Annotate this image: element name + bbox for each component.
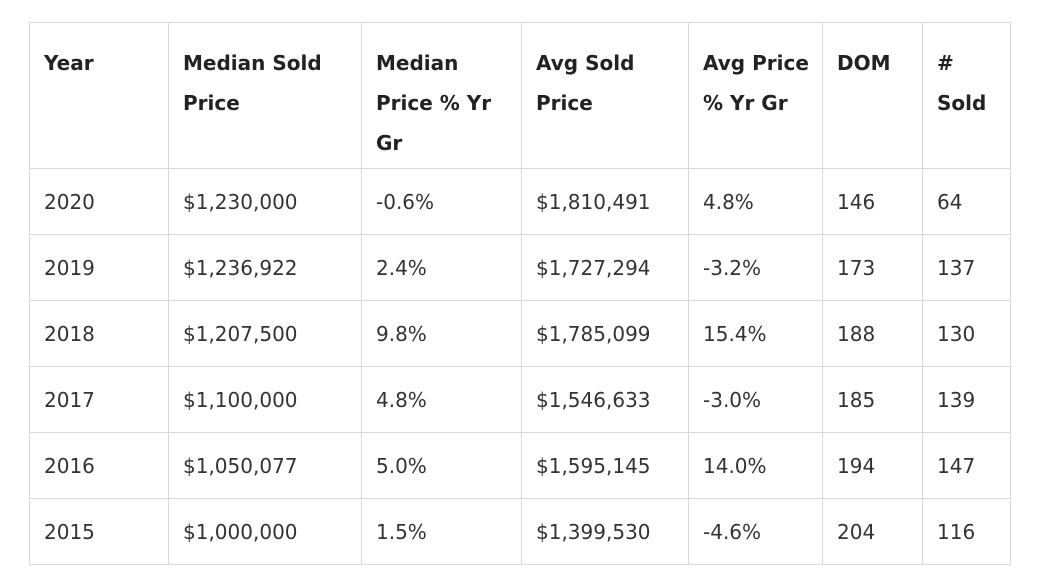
table-cell: 2018: [29, 300, 169, 367]
table-cell: 2016: [29, 432, 169, 499]
table-cell: -3.2%: [688, 234, 823, 301]
table-cell: -4.6%: [688, 498, 823, 565]
table-cell: 137: [922, 234, 1011, 301]
table-cell: -3.0%: [688, 366, 823, 433]
table-cell: $1,230,000: [168, 168, 362, 235]
table-cell: 15.4%: [688, 300, 823, 367]
sales-table: Year Median Sold Price Median Price % Yr G…: [29, 22, 1011, 565]
table-cell: $1,000,000: [168, 498, 362, 565]
header-row: Year Median Sold Price Median Price % Yr G…: [29, 22, 1011, 169]
table-cell: 204: [822, 498, 923, 565]
table-header: Year Median Sold Price Median Price % Yr G…: [29, 22, 1011, 169]
header-cell: Median Price % Yr Gr: [361, 22, 522, 169]
table-cell: 147: [922, 432, 1011, 499]
table-row: 2019 $1,236,922 2.4% $1,727,294 -3.2% 173 137: [29, 234, 1011, 301]
header-cell: Avg Sold Price: [521, 22, 689, 169]
table-cell: 116: [922, 498, 1011, 565]
table-cell: 194: [822, 432, 923, 499]
table-cell: 9.8%: [361, 300, 522, 367]
table-cell: $1,727,294: [521, 234, 689, 301]
table-cell: 188: [822, 300, 923, 367]
table-cell: 4.8%: [361, 366, 522, 433]
table-cell: $1,050,077: [168, 432, 362, 499]
header-cell: Avg Price % Yr Gr: [688, 22, 823, 169]
table-body: 2020 $1,230,000 -0.6% $1,810,491 4.8% 146 64 20…: [29, 168, 1011, 565]
table-cell: 185: [822, 366, 923, 433]
table-cell: 130: [922, 300, 1011, 367]
table-cell: 2017: [29, 366, 169, 433]
table-row: 2016 $1,050,077 5.0% $1,595,145 14.0% 194 147: [29, 432, 1011, 499]
table-cell: 2.4%: [361, 234, 522, 301]
table-cell: 64: [922, 168, 1011, 235]
table-cell: $1,207,500: [168, 300, 362, 367]
header-cell: Year: [29, 22, 169, 169]
header-cell: Median Sold Price: [168, 22, 362, 169]
table-row: 2020 $1,230,000 -0.6% $1,810,491 4.8% 146 64: [29, 168, 1011, 235]
table-cell: 4.8%: [688, 168, 823, 235]
table-row: 2018 $1,207,500 9.8% $1,785,099 15.4% 188 130: [29, 300, 1011, 367]
table-cell: 1.5%: [361, 498, 522, 565]
header-cell: # Sold: [922, 22, 1011, 169]
table-cell: $1,546,633: [521, 366, 689, 433]
table-cell: 173: [822, 234, 923, 301]
table-cell: 146: [822, 168, 923, 235]
table-cell: -0.6%: [361, 168, 522, 235]
header-cell: DOM: [822, 22, 923, 169]
table-cell: $1,810,491: [521, 168, 689, 235]
table-cell: 5.0%: [361, 432, 522, 499]
table-cell: $1,595,145: [521, 432, 689, 499]
table-cell: 2015: [29, 498, 169, 565]
table-cell: 139: [922, 366, 1011, 433]
table-row: 2015 $1,000,000 1.5% $1,399,530 -4.6% 204 116: [29, 498, 1011, 565]
table-cell: 2020: [29, 168, 169, 235]
table-cell: $1,100,000: [168, 366, 362, 433]
table-cell: 2019: [29, 234, 169, 301]
table-cell: $1,399,530: [521, 498, 689, 565]
table-cell: $1,236,922: [168, 234, 362, 301]
table-cell: $1,785,099: [521, 300, 689, 367]
table-cell: 14.0%: [688, 432, 823, 499]
table-row: 2017 $1,100,000 4.8% $1,546,633 -3.0% 185 139: [29, 366, 1011, 433]
